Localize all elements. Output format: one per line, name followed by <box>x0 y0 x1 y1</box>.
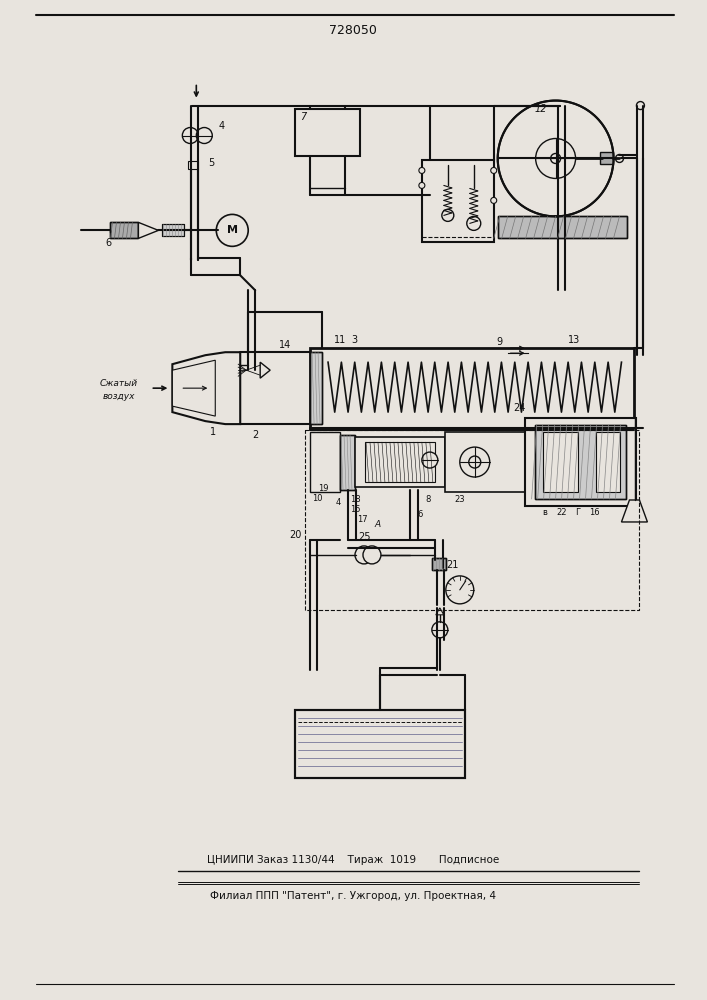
Bar <box>543 432 578 492</box>
Text: A: A <box>375 520 381 529</box>
Circle shape <box>636 102 644 110</box>
Text: 23: 23 <box>455 495 465 504</box>
Bar <box>295 109 360 156</box>
Text: 5: 5 <box>209 158 214 168</box>
Text: M: M <box>227 225 238 235</box>
Bar <box>188 161 198 169</box>
Bar <box>355 437 445 487</box>
Bar <box>310 432 340 492</box>
Bar <box>600 152 614 164</box>
Bar <box>340 435 355 490</box>
Polygon shape <box>173 352 240 424</box>
Bar <box>498 216 627 238</box>
Text: 4: 4 <box>335 498 341 507</box>
Bar <box>525 418 636 506</box>
Text: воздух: воздух <box>103 392 135 401</box>
Text: 9: 9 <box>496 337 503 347</box>
Circle shape <box>442 209 454 221</box>
Circle shape <box>536 139 575 178</box>
Text: 22: 22 <box>556 508 567 517</box>
Bar <box>310 352 322 424</box>
Polygon shape <box>260 362 270 378</box>
Text: 6: 6 <box>105 238 112 248</box>
Circle shape <box>491 197 497 203</box>
Circle shape <box>197 128 212 143</box>
Circle shape <box>355 546 373 564</box>
Bar <box>534 425 626 499</box>
Text: 16: 16 <box>589 508 600 517</box>
Text: 14: 14 <box>279 340 291 350</box>
Text: 10: 10 <box>312 494 322 503</box>
Text: 8: 8 <box>425 495 431 504</box>
Bar <box>432 558 446 570</box>
Text: 19: 19 <box>318 484 329 493</box>
Circle shape <box>616 154 624 162</box>
Text: Сжатый: Сжатый <box>100 379 138 388</box>
Bar <box>163 224 185 236</box>
Bar <box>295 710 464 778</box>
Bar <box>445 432 525 492</box>
Text: в: в <box>542 508 547 517</box>
Circle shape <box>216 214 248 246</box>
Bar <box>498 216 627 238</box>
Circle shape <box>467 216 481 230</box>
Text: 1: 1 <box>210 427 216 437</box>
Bar <box>110 222 139 238</box>
Text: 24: 24 <box>513 403 526 413</box>
Text: 18: 18 <box>350 495 361 504</box>
Bar <box>295 710 464 778</box>
Circle shape <box>469 456 481 468</box>
Bar <box>365 442 435 482</box>
Circle shape <box>419 167 425 173</box>
Circle shape <box>551 153 561 163</box>
Polygon shape <box>436 608 444 615</box>
Bar <box>310 352 322 424</box>
Text: ЦНИИПИ Заказ 1130/44    Тираж  1019       Подписное: ЦНИИПИ Заказ 1130/44 Тираж 1019 Подписно… <box>207 855 499 865</box>
Bar <box>595 432 621 492</box>
Bar <box>310 348 634 428</box>
Text: 20: 20 <box>289 530 301 540</box>
Circle shape <box>446 576 474 604</box>
Text: 17: 17 <box>356 515 368 524</box>
Circle shape <box>460 447 490 477</box>
Text: Г: Г <box>575 508 580 517</box>
Circle shape <box>432 622 448 638</box>
Circle shape <box>419 182 425 188</box>
Text: 21: 21 <box>447 560 459 570</box>
Text: 2: 2 <box>252 430 258 440</box>
Bar <box>110 222 139 238</box>
Bar <box>534 425 626 499</box>
Text: Филиал ППП "Патент", г. Ужгород, ул. Проектная, 4: Филиал ППП "Патент", г. Ужгород, ул. Про… <box>210 891 496 901</box>
Text: 11: 11 <box>334 335 346 345</box>
Text: 728050: 728050 <box>329 24 377 37</box>
Circle shape <box>422 452 438 468</box>
Text: 4: 4 <box>218 121 224 131</box>
Bar <box>432 558 446 570</box>
Circle shape <box>498 101 614 216</box>
Polygon shape <box>139 222 158 238</box>
Bar <box>422 160 493 242</box>
Text: 6: 6 <box>417 510 423 519</box>
Text: 13: 13 <box>568 335 580 345</box>
Bar <box>340 435 355 490</box>
Text: 15: 15 <box>350 505 361 514</box>
Polygon shape <box>621 500 648 522</box>
Text: 3: 3 <box>351 335 357 345</box>
Polygon shape <box>173 360 215 416</box>
Circle shape <box>491 167 497 173</box>
Text: 7: 7 <box>300 112 306 122</box>
Circle shape <box>363 546 381 564</box>
Text: 12: 12 <box>534 104 547 114</box>
Bar <box>163 224 185 236</box>
Text: 25: 25 <box>358 532 371 542</box>
Circle shape <box>182 128 198 143</box>
